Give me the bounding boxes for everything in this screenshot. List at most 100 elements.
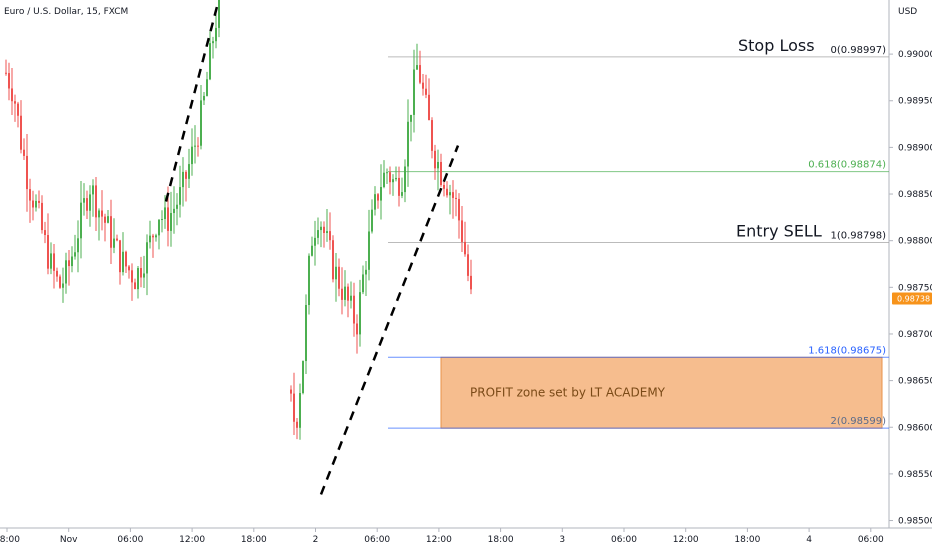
candle-body bbox=[143, 273, 145, 278]
candle-body bbox=[320, 226, 322, 231]
fibonacci-levels[interactable]: 0(0.98997) Stop Loss 0.618(0.98874) 1(0.987… bbox=[388, 36, 889, 429]
candle-body bbox=[455, 197, 457, 199]
candle-body bbox=[68, 260, 70, 267]
candle-body bbox=[347, 286, 349, 301]
candle-body bbox=[407, 121, 409, 167]
candle-body bbox=[311, 245, 313, 256]
candle-body bbox=[20, 115, 22, 150]
candle-body bbox=[434, 150, 436, 169]
fib-label-0-618: 0.618(0.98874) bbox=[808, 160, 886, 171]
candle-body bbox=[398, 177, 400, 196]
time-tick-label: 06:00 bbox=[858, 535, 884, 545]
candle-body bbox=[467, 254, 469, 276]
candle-body bbox=[461, 220, 463, 242]
time-tick-label: 3 bbox=[559, 535, 565, 545]
candle-body bbox=[203, 95, 205, 101]
candle-body bbox=[26, 155, 28, 190]
current-price-tag: 0.98738 bbox=[892, 292, 932, 305]
time-axis[interactable]: 18:00 Nov 06:00 12:00 18:00 2 06:00 12:00 18:00 3… bbox=[0, 528, 884, 545]
candle-body bbox=[386, 172, 388, 174]
candle-body bbox=[86, 198, 88, 211]
candle-body bbox=[149, 235, 151, 243]
candle-body bbox=[383, 172, 385, 187]
candle-body bbox=[92, 185, 94, 195]
candle-body bbox=[392, 179, 394, 183]
candle-body bbox=[62, 283, 64, 288]
candle-body bbox=[215, 27, 217, 42]
candle-body bbox=[11, 88, 13, 102]
candle-body bbox=[218, 0, 220, 28]
candle-body bbox=[128, 266, 130, 271]
candle-body bbox=[293, 393, 295, 422]
candle-body bbox=[404, 166, 406, 193]
candle-body bbox=[206, 79, 208, 96]
candle-body bbox=[332, 240, 334, 280]
candle-body bbox=[176, 204, 178, 209]
candle-body bbox=[8, 73, 10, 89]
candle-body bbox=[89, 194, 91, 211]
profit-zone-label: PROFIT zone set by LT ACADEMY bbox=[470, 386, 666, 400]
candle-body bbox=[302, 361, 304, 394]
candle-body bbox=[353, 295, 355, 324]
candle-body bbox=[29, 189, 31, 201]
candle-body bbox=[191, 146, 193, 165]
candle-body bbox=[38, 200, 40, 203]
time-tick-label: 12:00 bbox=[673, 535, 699, 545]
candle-body bbox=[446, 188, 448, 196]
candle-body bbox=[335, 266, 337, 280]
time-tick-label: 18:00 bbox=[488, 535, 514, 545]
candle-body bbox=[32, 200, 34, 208]
candle-body bbox=[41, 202, 43, 231]
candle-body bbox=[395, 177, 397, 180]
current-price-tag-bg bbox=[892, 292, 932, 305]
candle-body bbox=[194, 145, 196, 147]
candle-body bbox=[116, 238, 118, 241]
current-price-tag-text: 0.98738 bbox=[897, 295, 930, 304]
time-tick-label: 06:00 bbox=[364, 535, 390, 545]
candle-body bbox=[200, 100, 202, 146]
candle-body bbox=[299, 393, 301, 428]
price-axis[interactable]: 0.99000 0.98950 0.98900 0.98850 0.98800 0.987… bbox=[889, 50, 932, 527]
candle-body bbox=[323, 226, 325, 233]
candle-body bbox=[428, 94, 430, 121]
price-tick-label: 0.99000 bbox=[898, 50, 932, 60]
trendlines[interactable] bbox=[164, 2, 460, 495]
candle-body bbox=[290, 389, 292, 394]
candle-body bbox=[182, 171, 184, 188]
candle-body bbox=[188, 164, 190, 179]
candle-body bbox=[113, 238, 115, 248]
candle-body bbox=[47, 235, 49, 269]
time-tick-label: 12:00 bbox=[179, 535, 205, 545]
candle-body bbox=[371, 209, 373, 232]
candle-body bbox=[329, 231, 331, 241]
candle-body bbox=[44, 230, 46, 236]
price-tick-label: 0.98650 bbox=[898, 377, 932, 387]
candle-body bbox=[56, 270, 58, 277]
candle-body bbox=[356, 323, 358, 335]
candle-body bbox=[209, 43, 211, 80]
profit-zone[interactable]: PROFIT zone set by LT ACADEMY bbox=[440, 356, 883, 429]
dashed-trendline-2[interactable] bbox=[319, 145, 460, 495]
candle-body bbox=[179, 187, 181, 205]
candle-body bbox=[104, 216, 106, 223]
profit-zone-rect[interactable] bbox=[440, 356, 883, 429]
candle-body bbox=[155, 235, 157, 238]
candle-body bbox=[389, 172, 391, 183]
entry-sell-annotation: Entry SELL bbox=[736, 222, 822, 241]
candle-body bbox=[326, 231, 328, 233]
candle-body bbox=[362, 274, 364, 293]
time-tick-label: 4 bbox=[806, 535, 812, 545]
candle-body bbox=[431, 120, 433, 151]
dashed-trendline-1[interactable] bbox=[164, 2, 220, 202]
time-tick-label: 18:00 bbox=[241, 535, 267, 545]
candle-body bbox=[338, 266, 340, 289]
candle-body bbox=[59, 276, 61, 288]
candle-body bbox=[50, 253, 52, 269]
candle-body bbox=[422, 82, 424, 89]
candle-body bbox=[440, 161, 442, 186]
candle-body bbox=[164, 207, 166, 219]
candle-body bbox=[77, 238, 79, 253]
time-tick-label: 2 bbox=[313, 535, 319, 545]
time-tick-label: 18:00 bbox=[0, 535, 20, 545]
